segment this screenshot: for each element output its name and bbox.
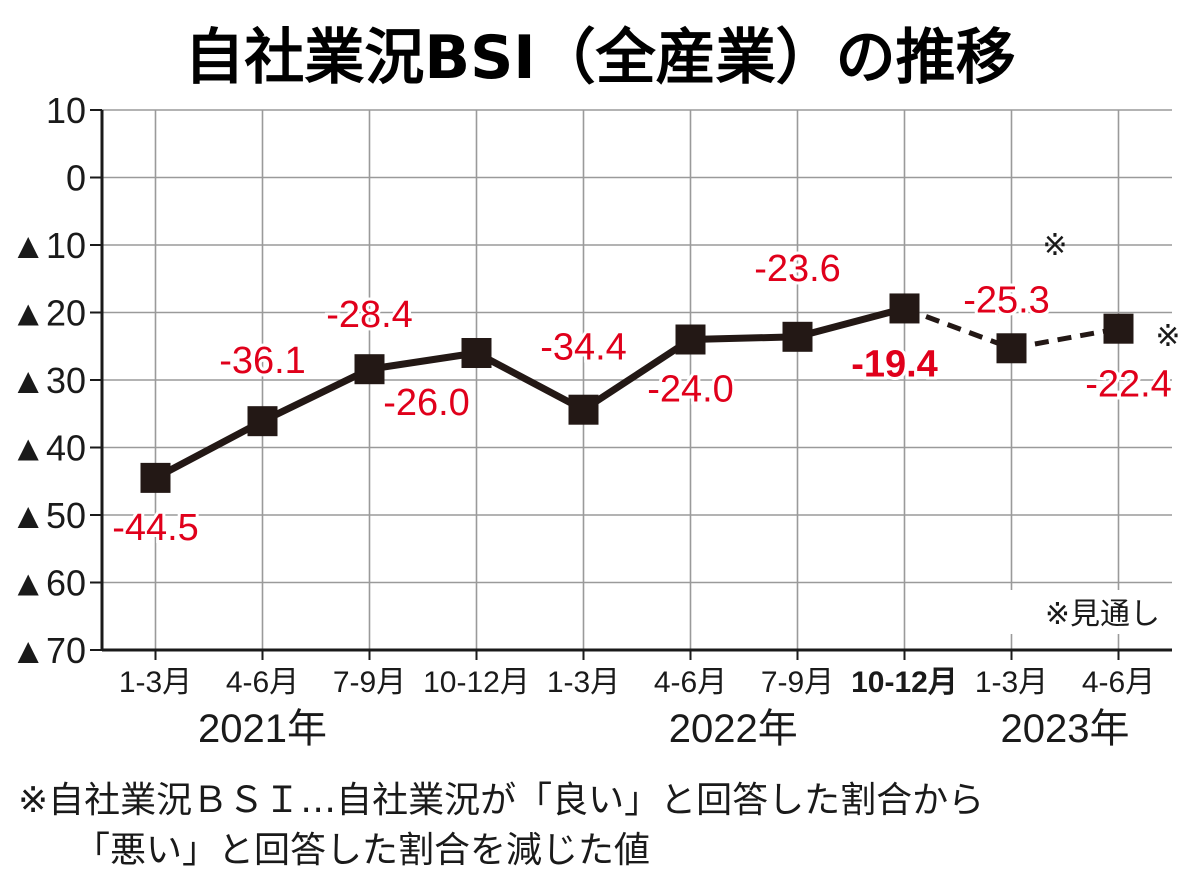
footnote-line-2: 「悪い」と回答した割合を減じた値 [74, 830, 650, 871]
y-tick-label: 10 [46, 90, 86, 131]
forecast-mark-1: ※ [1042, 228, 1067, 263]
data-label: -28.4 [326, 294, 413, 336]
data-point [461, 338, 492, 368]
y-tick-label: ▲40 [10, 428, 86, 469]
data-point [247, 406, 278, 437]
y-tick-label: ▲10 [10, 225, 86, 266]
data-label: -19.4 [851, 343, 938, 385]
chart-title: 自社業況BSI（全産業）の推移 [184, 23, 1015, 93]
y-tick-label: 0 [66, 158, 86, 199]
data-point [782, 321, 813, 352]
y-tick-label: ▲50 [10, 495, 86, 536]
footnote-line-1: ※自社業況ＢＳＩ…自社業況が「良い」と回答した割合から [18, 780, 984, 821]
x-tick-labels: 1-3月 4-6月 7-9月 10-12月 1-3月 4-6月 7-9月 10-12月 1-3月… [119, 666, 1155, 699]
data-point [675, 324, 706, 355]
x-tick-label: 10-12月 [851, 666, 958, 699]
year-labels: 2021年 2022年 2023年 [198, 707, 1129, 751]
data-labels: -44.5 -36.1 -28.4 -26.0 -34.4 -24.0 -23.6 -19.4… [109, 245, 1175, 552]
x-tick-label: 4-6月 [1082, 666, 1155, 699]
x-tick-label: 10-12月 [423, 666, 530, 699]
y-tick-label: ▲60 [10, 563, 86, 604]
x-tick-label: 1-3月 [119, 666, 192, 699]
x-tick-label: 7-9月 [333, 666, 406, 699]
x-tick-label: 1-3月 [975, 666, 1048, 699]
data-label: -26.0 [383, 382, 470, 424]
data-label: -24.0 [647, 369, 734, 411]
data-point [354, 354, 385, 385]
data-label: -25.3 [963, 279, 1050, 321]
y-tick-label: ▲20 [10, 293, 86, 334]
data-point [1103, 313, 1134, 344]
x-tick-label: 7-9月 [761, 666, 834, 699]
data-point [996, 333, 1027, 364]
y-tick-label: ▲70 [10, 630, 86, 671]
data-point [140, 462, 171, 493]
data-points [140, 293, 1134, 493]
data-label: -44.5 [112, 507, 199, 549]
year-label: 2022年 [669, 707, 798, 751]
grid [102, 109, 1172, 651]
forecast-mark-2: ※ [1155, 319, 1180, 354]
axes [90, 109, 1172, 660]
legend-note-bg [1005, 590, 1170, 634]
data-point [889, 293, 920, 324]
series-lines [153, 305, 1119, 481]
data-label: -23.6 [754, 248, 841, 290]
x-tick-label: 4-6月 [654, 666, 727, 699]
year-label: 2023年 [1001, 707, 1130, 751]
data-point [568, 394, 599, 425]
year-label: 2021年 [198, 707, 327, 751]
data-label: -22.4 [1085, 364, 1172, 406]
x-tick-label: 4-6月 [226, 666, 299, 699]
series-line-forecast [903, 306, 1119, 351]
data-label: -36.1 [219, 340, 306, 382]
legend-note: ※見通し [1045, 597, 1160, 632]
y-tick-labels: 10 0 ▲10 ▲20 ▲30 ▲40 ▲50 ▲60 ▲70 [10, 90, 86, 671]
data-label: -34.4 [540, 327, 627, 369]
x-tick-label: 1-3月 [547, 666, 620, 699]
y-tick-label: ▲30 [10, 360, 86, 401]
series-line-actual [153, 305, 906, 481]
